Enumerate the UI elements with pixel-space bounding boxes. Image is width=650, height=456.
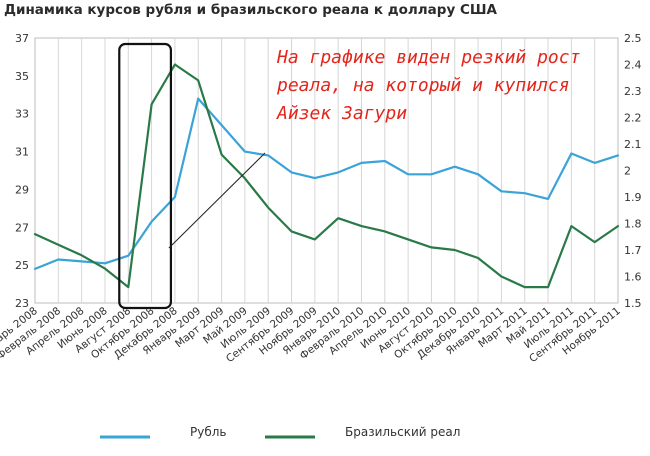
y-tick-label-right: 2.5 xyxy=(624,32,642,45)
legend-label-real: Бразильский реал xyxy=(345,425,460,439)
y-tick-label-left: 31 xyxy=(15,146,29,159)
y-tick-label-left: 37 xyxy=(15,32,29,45)
y-tick-label-right: 1.5 xyxy=(624,297,642,310)
y-tick-label-left: 35 xyxy=(15,70,29,83)
y-tick-label-left: 23 xyxy=(15,297,29,310)
y-tick-label-left: 25 xyxy=(15,259,29,272)
series-line xyxy=(33,97,620,270)
legend-label-rouble: Рубль xyxy=(190,425,226,439)
highlight-box xyxy=(118,42,173,310)
annotation-text: На графике виден резкий рост xyxy=(276,47,581,68)
y-tick-label-right: 1.8 xyxy=(624,218,642,231)
chart-title: Динамика курсов рубля и бразильского реа… xyxy=(4,2,497,18)
y-tick-label-right: 1.6 xyxy=(624,271,642,284)
annotation-text: реала, на который и купился xyxy=(276,75,570,96)
y-tick-label-right: 2.4 xyxy=(624,59,642,72)
y-tick-label-left: 33 xyxy=(15,108,29,121)
y-tick-label-right: 2.2 xyxy=(624,112,642,125)
y-tick-label-right: 1.9 xyxy=(624,191,642,204)
series-line xyxy=(33,63,620,289)
y-tick-label-left: 27 xyxy=(15,221,29,234)
y-tick-label-left: 29 xyxy=(15,183,29,196)
annotation-text: Айзек Загури xyxy=(276,103,407,124)
annotation-pointer xyxy=(168,152,266,249)
y-tick-label-right: 2.1 xyxy=(624,138,642,151)
y-tick-label-right: 1.7 xyxy=(624,244,642,257)
y-tick-label-right: 2 xyxy=(624,165,631,178)
y-tick-label-right: 2.3 xyxy=(624,85,642,98)
plot-frame xyxy=(34,37,619,304)
